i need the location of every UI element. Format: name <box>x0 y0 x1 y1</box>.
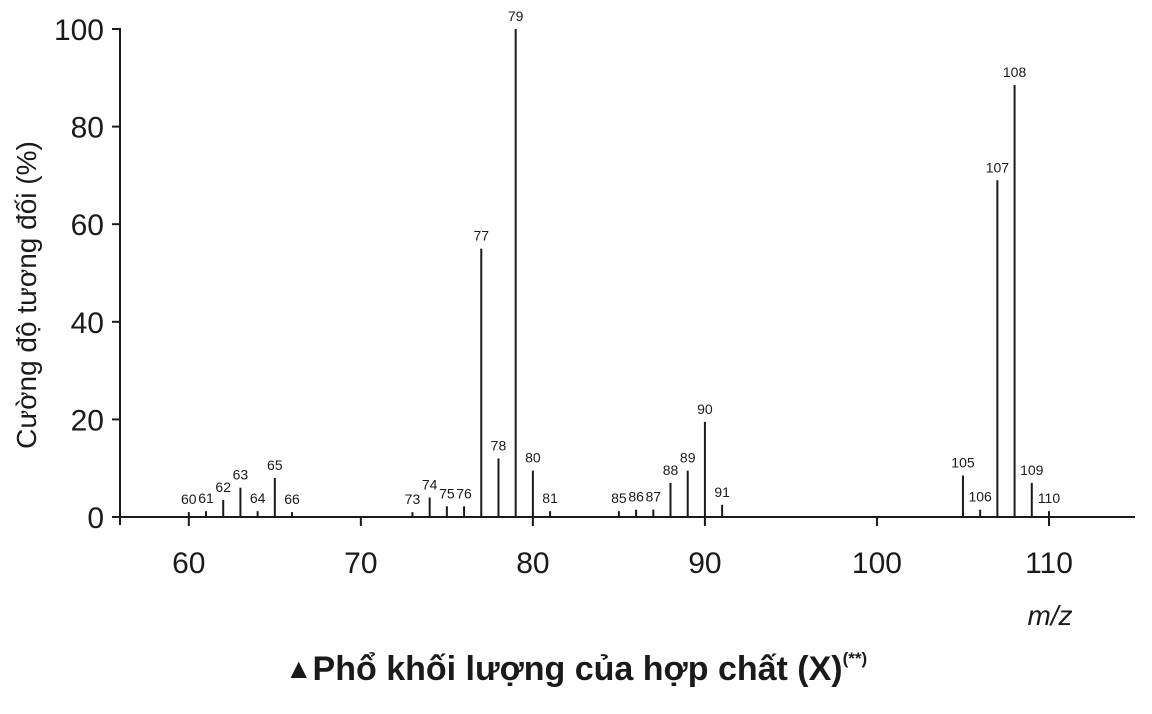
x-tick-label: 90 <box>688 547 721 580</box>
x-tick-label: 110 <box>1025 547 1073 580</box>
peak-label: 74 <box>422 476 438 492</box>
caption-superscript: (**) <box>842 648 868 668</box>
y-tick-label: 0 <box>87 502 104 535</box>
y-axis-label: Cường độ tương đối (%) <box>11 141 42 449</box>
x-axis-label: m/z <box>1027 600 1072 631</box>
peak-label: 64 <box>250 490 266 506</box>
y-tick-label: 20 <box>71 404 104 437</box>
peak-label: 110 <box>1038 490 1061 506</box>
peak-label: 75 <box>439 485 455 501</box>
peak-label: 108 <box>1003 64 1027 80</box>
peak-label: 86 <box>628 489 644 505</box>
peak-label: 105 <box>951 455 975 471</box>
peak-label: 107 <box>986 159 1010 175</box>
spectrum-peaks <box>187 29 1050 517</box>
peak-label: 90 <box>697 401 713 417</box>
peak-label: 79 <box>508 8 524 24</box>
peak-label: 76 <box>456 485 472 501</box>
peak-label: 60 <box>181 491 197 507</box>
peak-label: 65 <box>267 457 283 473</box>
peak-label: 61 <box>198 490 214 506</box>
peak-label: 87 <box>646 489 662 505</box>
y-tick-label: 40 <box>71 307 104 340</box>
peak-label: 106 <box>968 489 992 505</box>
y-tick-label: 80 <box>71 112 104 145</box>
axes: 0 20 40 60 80 100 60 70 80 90 100 110 <box>54 14 1135 580</box>
x-tick-label: 70 <box>344 547 377 580</box>
peak-label: 78 <box>491 437 507 453</box>
peak-label: 77 <box>473 228 489 244</box>
peak-label: 81 <box>542 490 558 506</box>
x-tick-label: 100 <box>852 547 902 580</box>
peak-label: 109 <box>1020 462 1044 478</box>
peak-label: 66 <box>284 491 300 507</box>
y-tick-label: 60 <box>71 209 104 242</box>
peak-label: 88 <box>663 462 679 478</box>
peak-label: 73 <box>405 491 421 507</box>
triangle-icon: ▲ <box>284 653 313 684</box>
peak-label: 91 <box>714 484 730 500</box>
x-tick-label: 80 <box>516 547 549 580</box>
peak-label: 63 <box>233 467 249 483</box>
figure-caption: ▲Phổ khối lượng của hợp chất (X)(**) <box>0 648 1152 689</box>
y-tick-label: 100 <box>54 14 104 47</box>
x-tick-label: 60 <box>172 547 205 580</box>
peak-label: 62 <box>215 479 231 495</box>
peak-label: 89 <box>680 450 696 466</box>
caption-text: Phổ khối lượng của hợp chất (X) <box>312 650 843 688</box>
peak-label: 80 <box>525 450 541 466</box>
peak-label: 85 <box>611 490 627 506</box>
